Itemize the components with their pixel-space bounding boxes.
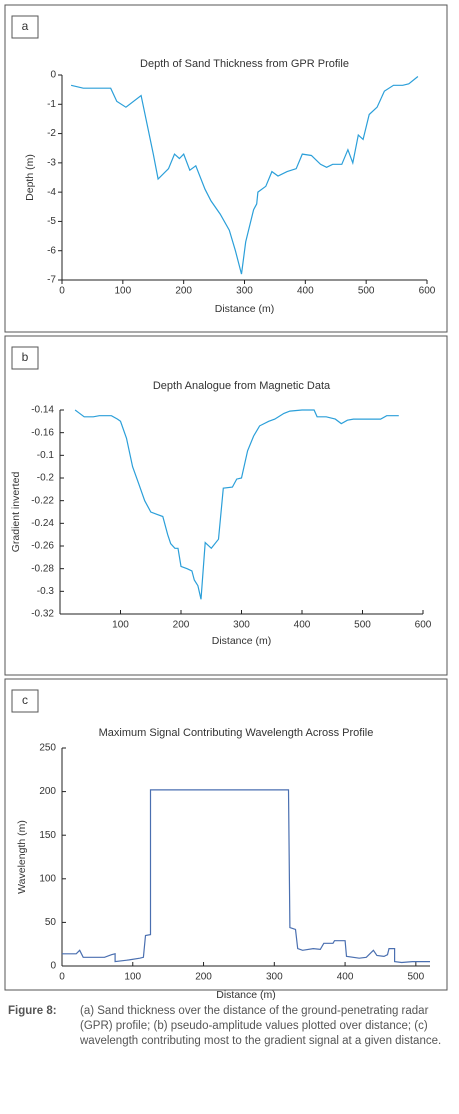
x-tick-label: 600 (419, 286, 436, 297)
y-tick-label: -0.32 (31, 609, 54, 620)
x-tick-label: 200 (195, 972, 212, 983)
panel-frame (4, 678, 448, 991)
y-axis-label: Depth (m) (24, 154, 36, 201)
x-tick-label: 200 (173, 620, 190, 631)
panel-label: b (22, 350, 29, 364)
caption-text: (a) Sand thickness over the distance of … (80, 1005, 442, 1047)
y-tick-label: -0.16 (31, 427, 54, 438)
x-tick-label: 100 (114, 286, 131, 297)
x-tick-label: 400 (294, 620, 311, 631)
panel-label-box (11, 689, 39, 713)
x-axis-label: Distance (m) (216, 989, 276, 1000)
x-tick-label: 400 (337, 972, 354, 983)
x-tick-label: 0 (59, 286, 65, 297)
y-tick-label: -5 (47, 216, 56, 227)
panel-label-box (11, 346, 39, 370)
panel-label: a (22, 19, 29, 33)
y-tick-label: 150 (39, 830, 56, 841)
chart-title: Depth Analogue from Magnetic Data (153, 380, 331, 392)
y-tick-label: 100 (39, 873, 56, 884)
x-tick-label: 500 (354, 620, 371, 631)
y-tick-label: -0.1 (37, 450, 55, 461)
figure: a Depth of Sand Thickness from GPR Profil… (4, 4, 448, 1000)
y-tick-label: 50 (45, 917, 57, 928)
y-tick-label: -0.2 (37, 473, 55, 484)
y-tick-label: -0.24 (31, 518, 54, 529)
panel-frame (4, 335, 448, 676)
x-tick-label: 300 (233, 620, 250, 631)
y-tick-label: -0.3 (37, 586, 55, 597)
y-tick-label: 250 (39, 743, 56, 754)
y-tick-label: -2 (47, 128, 56, 139)
y-tick-label: -0.28 (31, 563, 54, 574)
y-tick-label: 200 (39, 786, 56, 797)
panel-label: c (22, 693, 28, 707)
y-tick-label: -0.14 (31, 405, 54, 416)
x-tick-label: 300 (236, 286, 253, 297)
panel-frame (4, 4, 448, 333)
x-tick-label: 400 (297, 286, 314, 297)
x-tick-label: 300 (266, 972, 283, 983)
y-tick-label: -0.22 (31, 495, 54, 506)
y-tick-label: -7 (47, 275, 56, 286)
y-tick-label: -6 (47, 245, 56, 256)
y-tick-label: -3 (47, 157, 56, 168)
x-tick-label: 500 (358, 286, 375, 297)
data-line (74, 409, 399, 600)
y-tick-label: 0 (50, 961, 56, 972)
x-tick-label: 600 (415, 620, 432, 631)
x-axis-label: Distance (m) (212, 635, 272, 647)
x-tick-label: 0 (59, 972, 65, 983)
data-line (70, 76, 419, 275)
x-tick-label: 100 (112, 620, 129, 631)
x-tick-label: 100 (124, 972, 141, 983)
y-axis-label: Wavelength (m) (16, 820, 28, 894)
caption-label: Figure 8: (8, 1005, 57, 1017)
y-axis-label: Gradient inverted (10, 472, 22, 553)
y-tick-label: -1 (47, 99, 56, 110)
y-tick-label: -0.26 (31, 541, 54, 552)
y-tick-label: 0 (50, 70, 56, 81)
data-line (62, 789, 430, 964)
y-tick-label: -4 (47, 187, 56, 198)
panel-label-box (11, 15, 39, 39)
chart-title: Depth of Sand Thickness from GPR Profile (140, 58, 349, 70)
x-tick-label: 500 (408, 972, 425, 983)
x-tick-label: 200 (175, 286, 192, 297)
x-axis-label: Distance (m) (215, 303, 275, 315)
chart-title: Maximum Signal Contributing Wavelength A… (99, 727, 374, 739)
